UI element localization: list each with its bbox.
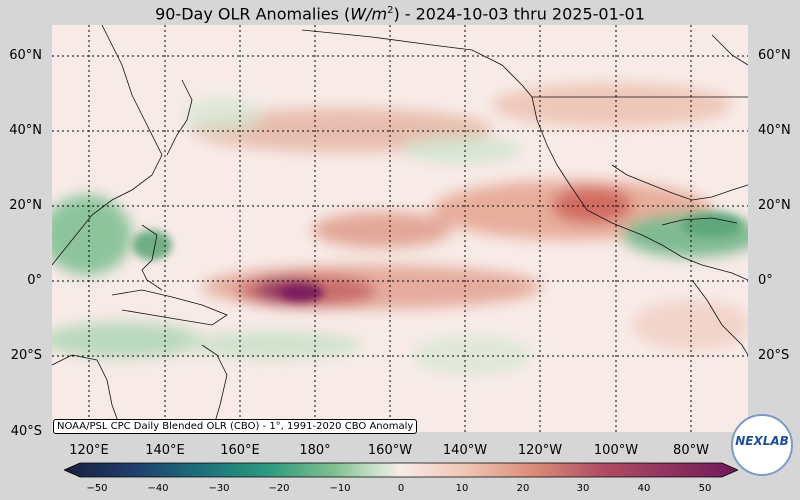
lon-label: 140°E [145, 443, 185, 458]
colorbar-tick: −50 [86, 483, 108, 494]
colorbar-tick: −30 [208, 483, 230, 494]
lat-label-right: 20°S [758, 348, 790, 363]
lat-label-left: 20°N [9, 198, 42, 213]
lon-label: 160°W [367, 443, 413, 458]
lon-label: 140°W [442, 443, 488, 458]
lon-label: 120°W [517, 443, 563, 458]
lon-label: 180° [299, 443, 331, 458]
colorbar-tick: −20 [268, 483, 290, 494]
lat-label-left: 20°S [10, 348, 42, 363]
coastlines [52, 25, 748, 432]
colorbar-tick: 30 [576, 483, 590, 494]
olr-anomaly-map [52, 25, 748, 432]
colorbar-tick: 10 [455, 483, 469, 494]
lat-label-left: 40°S [10, 424, 42, 439]
lat-label-left: 0° [27, 273, 42, 288]
lat-label-right: 0° [758, 273, 773, 288]
lat-label-left: 40°N [9, 123, 42, 138]
logo-text: NEXLAB [735, 434, 789, 448]
map-title: 90-Day OLR Anomalies (W/m2) - 2024-10-03… [155, 4, 645, 24]
data-source-credit: NOAA/PSL CPC Daily Blended OLR (CBO) - 1… [53, 419, 418, 434]
lon-label: 80°W [673, 443, 709, 458]
colorbar-tick: 0 [397, 483, 405, 494]
colorbar-tick: 50 [698, 483, 712, 494]
colorbar-tick: 20 [516, 483, 530, 494]
lon-label: 160°E [220, 443, 260, 458]
lat-label-right: 40°N [758, 123, 791, 138]
nexlab-logo[interactable]: NEXLAB [731, 414, 793, 476]
lon-label: 120°E [69, 443, 109, 458]
colorbar-tick: 40 [637, 483, 651, 494]
colorbar-tick: −10 [329, 483, 351, 494]
graticule [52, 25, 748, 432]
lat-label-left: 60°N [9, 48, 42, 63]
lon-label: 100°W [593, 443, 639, 458]
anomaly-detail [132, 213, 742, 301]
lat-label-right: 20°N [758, 198, 791, 213]
lat-label-right: 60°N [758, 48, 791, 63]
colorbar [64, 462, 738, 478]
colorbar-tick: −40 [147, 483, 169, 494]
